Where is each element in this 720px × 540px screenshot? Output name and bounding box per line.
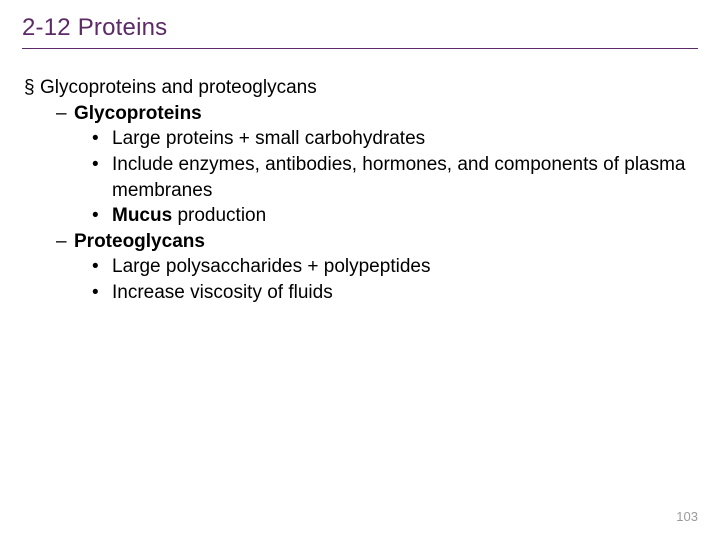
bullet-text: Glycoproteins and proteoglycans — [40, 77, 317, 98]
bullet-lvl2: –Proteoglycans — [56, 229, 698, 255]
bullet-text: Increase viscosity of fluids — [112, 282, 333, 303]
bullet-text-bold: Mucus — [112, 205, 172, 226]
section-marker-icon: § — [24, 75, 40, 101]
title-rule — [22, 48, 698, 49]
bullet-text: Include enzymes, antibodies, hormones, a… — [112, 154, 686, 201]
dash-marker-icon: – — [56, 101, 74, 127]
bullet-text: Glycoproteins — [74, 103, 202, 124]
dot-marker-icon: • — [92, 280, 112, 306]
bullet-lvl3: •Large polysaccharides + polypeptides — [92, 254, 698, 280]
slide: 2-12 Proteins §Glycoproteins and proteog… — [0, 0, 720, 540]
bullet-lvl3: •Include enzymes, antibodies, hormones, … — [92, 152, 698, 203]
bullet-lvl3: •Increase viscosity of fluids — [92, 280, 698, 306]
dot-marker-icon: • — [92, 203, 112, 229]
dot-marker-icon: • — [92, 152, 112, 178]
bullet-text: Large proteins + small carbohydrates — [112, 128, 425, 149]
bullet-lvl1: §Glycoproteins and proteoglycans — [24, 75, 698, 101]
bullet-lvl3: •Large proteins + small carbohydrates — [92, 126, 698, 152]
page-number: 103 — [676, 509, 698, 524]
slide-title: 2-12 Proteins — [22, 14, 698, 42]
bullet-text: Large polysaccharides + polypeptides — [112, 256, 430, 277]
bullet-lvl2: –Glycoproteins — [56, 101, 698, 127]
bullet-lvl3: •Mucus production — [92, 203, 698, 229]
dash-marker-icon: – — [56, 229, 74, 255]
dot-marker-icon: • — [92, 126, 112, 152]
dot-marker-icon: • — [92, 254, 112, 280]
bullet-text: production — [172, 205, 266, 226]
bullet-text: Proteoglycans — [74, 231, 205, 252]
slide-body: §Glycoproteins and proteoglycans –Glycop… — [22, 75, 698, 306]
